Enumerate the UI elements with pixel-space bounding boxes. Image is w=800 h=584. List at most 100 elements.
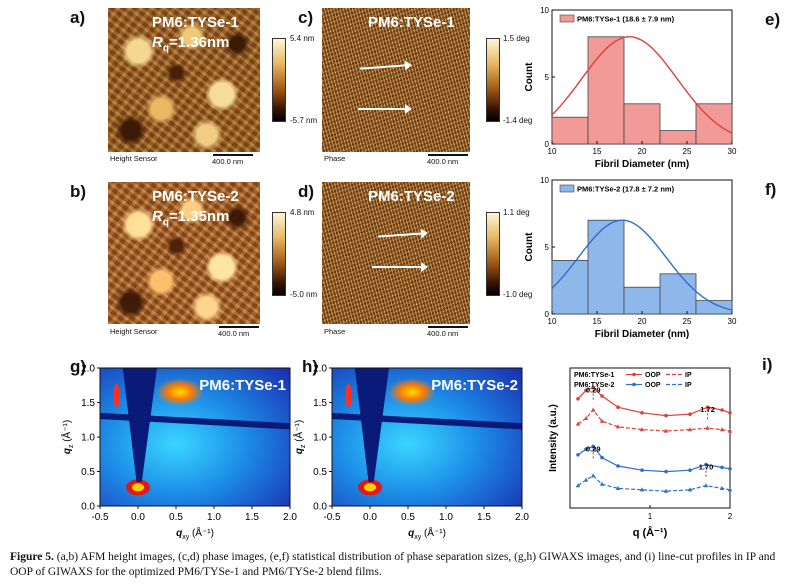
y-tick-label: 5 — [545, 73, 550, 82]
y-tick-label: 5 — [545, 243, 550, 252]
gaussian-fit-line — [551, 219, 733, 311]
data-point — [687, 487, 693, 492]
caption-text: (a,b) AFM height images, (c,d) phase ima… — [10, 551, 776, 578]
panel-a-title: PM6:TYSe-1 — [152, 14, 239, 31]
histogram-bar — [587, 36, 625, 145]
panel-a-rq: Rq=1.36nm — [152, 34, 230, 54]
legend-marker — [632, 372, 636, 377]
panel-d-sensor: Phase — [324, 327, 346, 336]
x-tick-label: 2 — [728, 512, 733, 521]
side-peak — [113, 383, 120, 408]
legend-oop: OOP — [645, 382, 661, 389]
panel-c-colorbar — [486, 38, 500, 122]
x-tick-label: 15 — [593, 147, 602, 156]
afm-phase-image-d: PM6:TYSe-2 — [322, 182, 470, 324]
panel-b-cbar-bottom: -5.0 nm — [290, 290, 318, 299]
peak-label: 1.72 — [700, 405, 715, 414]
data-point — [639, 487, 645, 492]
panel-b-rq: Rq=1.35nm — [152, 208, 230, 228]
histogram-bar — [551, 260, 589, 315]
data-point — [688, 412, 692, 416]
x-tick-label: 0.5 — [401, 512, 415, 523]
y-tick-label: 0.0 — [81, 502, 95, 513]
histogram-f: 10 15 20 25 30 0 5 10 Fibril Diameter (nm) Count P… — [524, 176, 737, 340]
y-tick-label: 10 — [540, 176, 549, 185]
data-point — [664, 413, 668, 418]
pi-pi-stacking-arc — [387, 378, 436, 407]
data-point — [615, 485, 621, 490]
x-tick-label: 1 — [648, 512, 653, 521]
series-line — [577, 475, 731, 492]
data-point — [703, 483, 709, 488]
panel-a-scalebar — [213, 154, 253, 156]
x-tick-label: 1.0 — [207, 512, 221, 523]
y-tick-label: 0 — [545, 310, 550, 319]
data-point — [616, 405, 620, 409]
x-tick-label: 15 — [593, 317, 602, 326]
panel-c-sensor: Phase — [324, 154, 346, 163]
panel-b-title: PM6:TYSe-2 — [152, 188, 239, 205]
x-tick-label: -0.5 — [323, 512, 341, 523]
data-point — [720, 465, 724, 470]
giwaxs-panels: PM6:TYSe-12.01.51.00.50.0-0.5 0.0 0.5 1.0 1.… — [60, 364, 529, 542]
y-axis-label: qz (Å⁻¹) — [292, 420, 307, 454]
x-tick-label: 1.5 — [477, 512, 491, 523]
y-axis-label: Intensity (a.u.) — [548, 404, 559, 472]
peak-label: 1.70 — [699, 463, 714, 472]
data-point — [719, 427, 725, 432]
data-point — [688, 468, 692, 472]
panel-h-label: h) — [302, 357, 319, 376]
data-point — [640, 411, 644, 415]
y-axis-label: qz (Å⁻¹) — [60, 420, 75, 454]
x-axis-label: qxy (Å⁻¹) — [408, 526, 446, 541]
figure-caption: Figure 5. (a,b) AFM height images, (c,d)… — [10, 550, 792, 580]
data-point — [615, 424, 621, 429]
panel-c-scalebar — [428, 154, 468, 156]
data-point — [663, 488, 669, 493]
panel-a-colorbar — [272, 38, 286, 122]
lamellar-peak-core — [132, 483, 144, 492]
data-point — [575, 483, 581, 488]
data-point — [575, 421, 581, 426]
x-tick-label: 20 — [638, 147, 647, 156]
legend-ip: IP — [685, 382, 692, 389]
data-point — [705, 405, 710, 409]
x-tick-label: 2.0 — [283, 512, 297, 523]
histogram-bar — [695, 300, 733, 315]
missing-wedge — [354, 368, 389, 482]
data-point — [704, 462, 708, 467]
data-point — [727, 428, 733, 433]
data-point — [576, 453, 580, 457]
data-point — [584, 388, 588, 393]
panel-d-scalebar — [428, 326, 468, 328]
x-tick-label: 0.0 — [363, 512, 377, 523]
data-point — [728, 411, 732, 415]
histogram-bar — [659, 273, 697, 315]
histogram-e: 10 15 20 25 30 0 5 10 Fibril Diameter (nm) Count P… — [524, 6, 737, 170]
gaussian-fit-line — [551, 36, 733, 134]
data-point — [591, 407, 596, 412]
afm-height-image-a: PM6:TYSe-1 Rq=1.36nm — [108, 8, 260, 152]
peak-label: 0.29 — [586, 444, 601, 453]
data-point — [599, 418, 605, 423]
data-point — [599, 481, 605, 486]
caption-label: Figure 5. — [10, 551, 54, 563]
x-tick-label: 20 — [638, 317, 647, 326]
x-tick-label: 1.5 — [245, 512, 259, 523]
panel-d-title: PM6:TYSe-2 — [368, 188, 455, 205]
x-tick-label: -0.5 — [91, 512, 109, 523]
legend-oop: OOP — [645, 372, 661, 379]
data-point — [591, 473, 596, 478]
giwaxs-title: PM6:TYSe-2 — [431, 377, 518, 394]
data-point — [664, 469, 668, 474]
side-peak — [345, 383, 352, 408]
x-tick-label: 2.0 — [515, 512, 529, 523]
panel-c-label: c) — [298, 8, 314, 27]
y-tick-label: 0.5 — [81, 467, 95, 478]
legend-marker — [632, 382, 636, 387]
data-point — [705, 425, 710, 430]
panel-g-label: g) — [70, 357, 87, 376]
x-tick-label: 25 — [683, 147, 692, 156]
histogram-bar — [695, 103, 733, 145]
histogram-bar — [623, 103, 661, 145]
